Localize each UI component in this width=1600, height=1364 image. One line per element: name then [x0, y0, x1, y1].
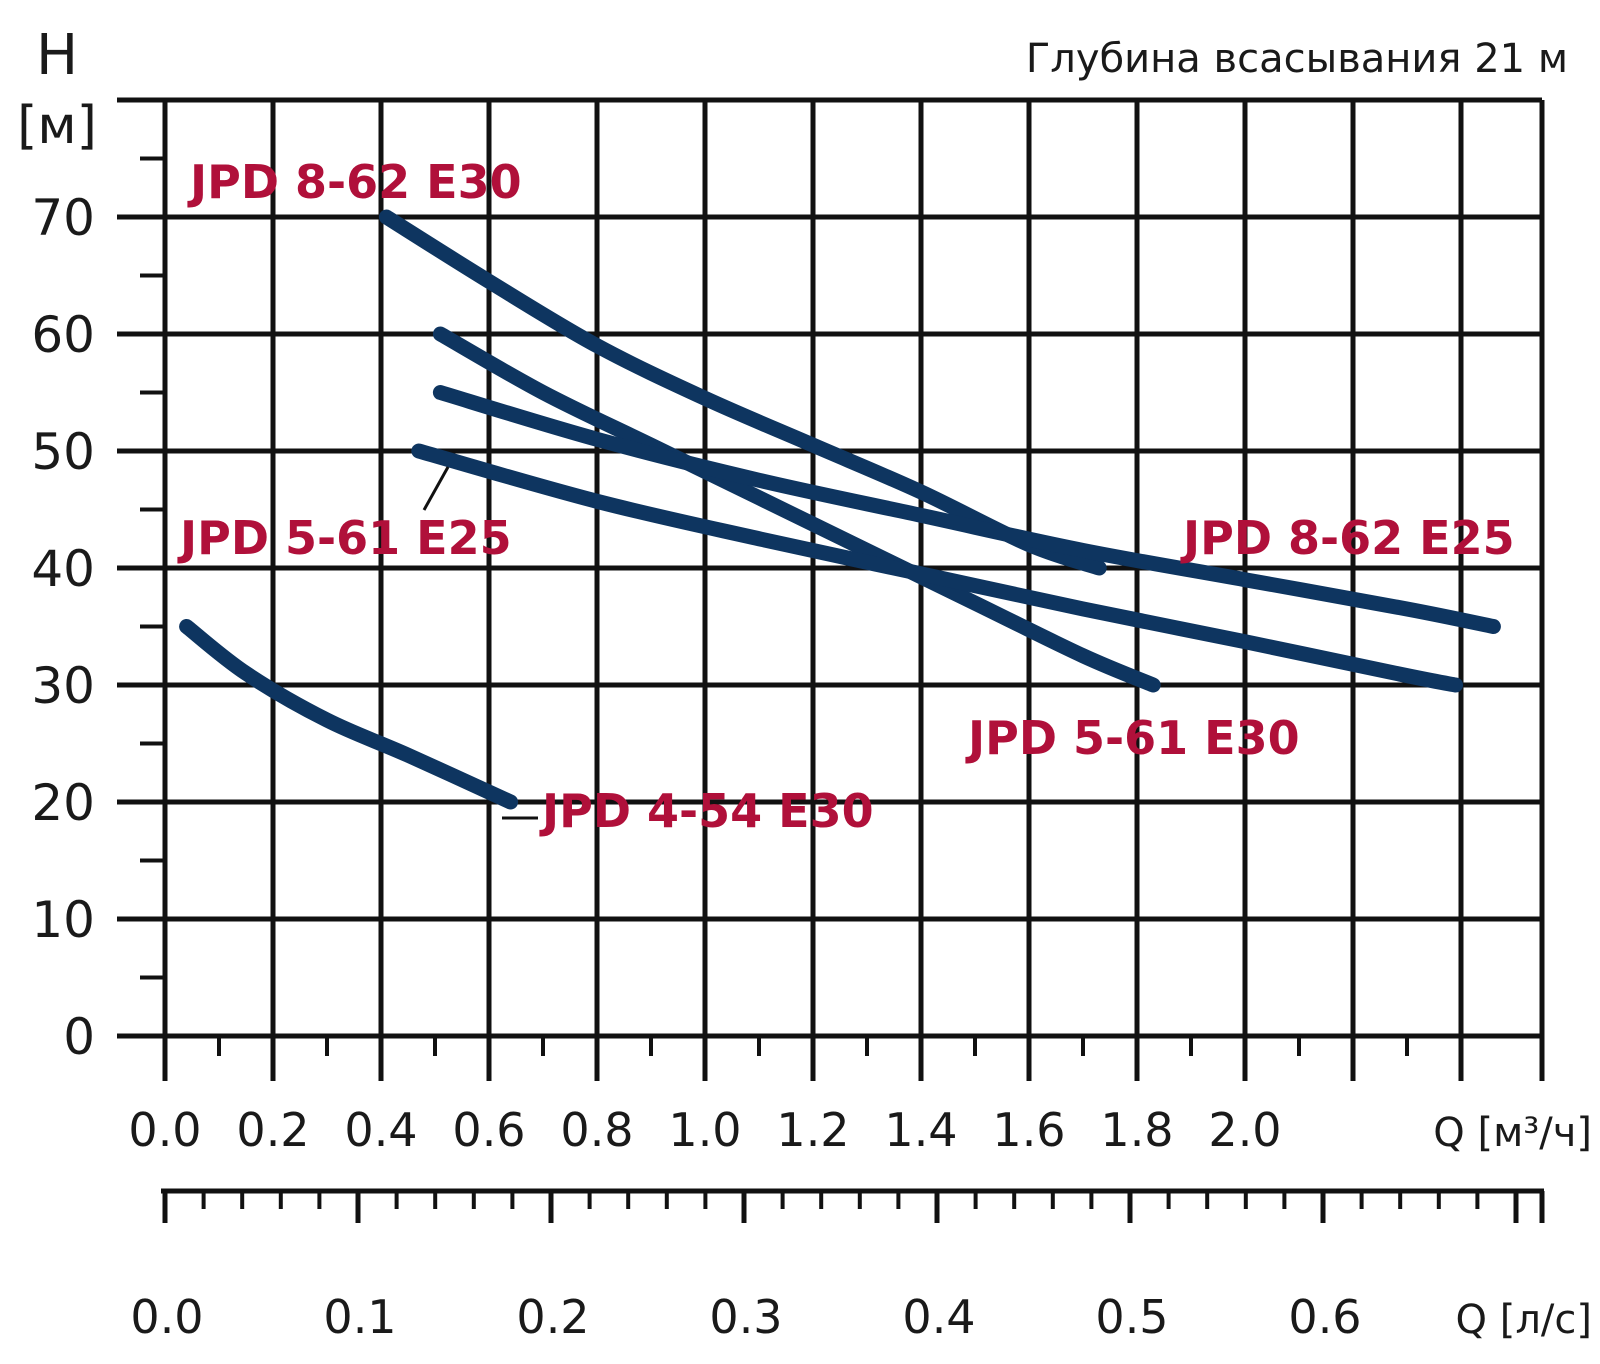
x-primary-tick-label: 0.6	[452, 1103, 525, 1157]
x-axis-secondary-label: Q [л/с]	[1456, 1297, 1592, 1343]
x-primary-tick-label: 2.0	[1208, 1103, 1281, 1157]
x-primary-tick-label: 0.0	[128, 1103, 201, 1157]
grid	[117, 97, 1545, 1081]
label-jpd-5-61-e25[interactable]: JPD 5-61 E25	[177, 511, 512, 565]
y-tick-label: 50	[31, 423, 95, 481]
label-jpd-5-61-e30[interactable]: JPD 5-61 E30	[965, 711, 1300, 765]
x-secondary-tick-label: 0.3	[709, 1290, 782, 1344]
y-tick-label: 70	[31, 189, 95, 247]
series-line-jpd-8-62-e25	[432, 385, 1501, 634]
minor-ticks	[140, 156, 1409, 1056]
x-secondary-tick-label: 0.5	[1095, 1290, 1168, 1344]
axes	[161, 1188, 1545, 1223]
x-primary-tick-label: 1.2	[776, 1103, 849, 1157]
x-primary-tick-label: 1.8	[1100, 1103, 1173, 1157]
x-axis-primary-label: Q [м³/ч]	[1433, 1110, 1592, 1156]
x-primary-tick-label: 1.4	[884, 1103, 957, 1157]
y-tick-label: 30	[31, 657, 95, 715]
label-jpd-8-62-e25[interactable]: JPD 8-62 E25	[1180, 511, 1515, 565]
x-secondary-tick-label: 0.0	[130, 1290, 203, 1344]
y-axis-label: H	[36, 23, 78, 88]
series-line-jpd-5-61-e25	[411, 443, 1464, 693]
series-lines	[179, 209, 1501, 810]
series-line-jpd-5-61-e30	[432, 326, 1161, 693]
y-tick-label: 40	[31, 540, 95, 598]
chart-subtitle: Глубина всасывания 21 м	[1026, 36, 1568, 82]
y-tick-label: 20	[31, 774, 95, 832]
x-primary-tick-label: 0.8	[560, 1103, 633, 1157]
x-secondary-tick-label: 0.2	[516, 1290, 589, 1344]
x-primary-tick-label: 0.4	[344, 1103, 417, 1157]
x-primary-tick-label: 1.0	[668, 1103, 741, 1157]
axis-text: Глубина всасывания 21 м H [м] Q [м³/ч] Q…	[17, 23, 1592, 1344]
leader-jpd-5-61-e25	[422, 466, 450, 511]
y-tick-label: 10	[31, 891, 95, 949]
label-leaders	[422, 466, 538, 820]
series-line-jpd-4-54-e30	[179, 619, 519, 810]
label-jpd-8-62-e30[interactable]: JPD 8-62 E30	[187, 155, 522, 209]
y-axis-unit: [м]	[17, 96, 97, 156]
x-secondary-tick-label: 0.1	[323, 1290, 396, 1344]
y-tick-label: 60	[31, 306, 95, 364]
x-primary-tick-label: 1.6	[992, 1103, 1065, 1157]
series-labels: JPD 8-62 E30 JPD 5-61 E25 JPD 8-62 E25 J…	[177, 155, 1515, 838]
y-tick-label: 0	[63, 1008, 95, 1066]
x-secondary-tick-label: 0.6	[1288, 1290, 1361, 1344]
label-jpd-4-54-e30[interactable]: JPD 4-54 E30	[539, 784, 874, 838]
x-secondary-tick-label: 0.4	[902, 1290, 975, 1344]
x-primary-tick-label: 0.2	[236, 1103, 309, 1157]
